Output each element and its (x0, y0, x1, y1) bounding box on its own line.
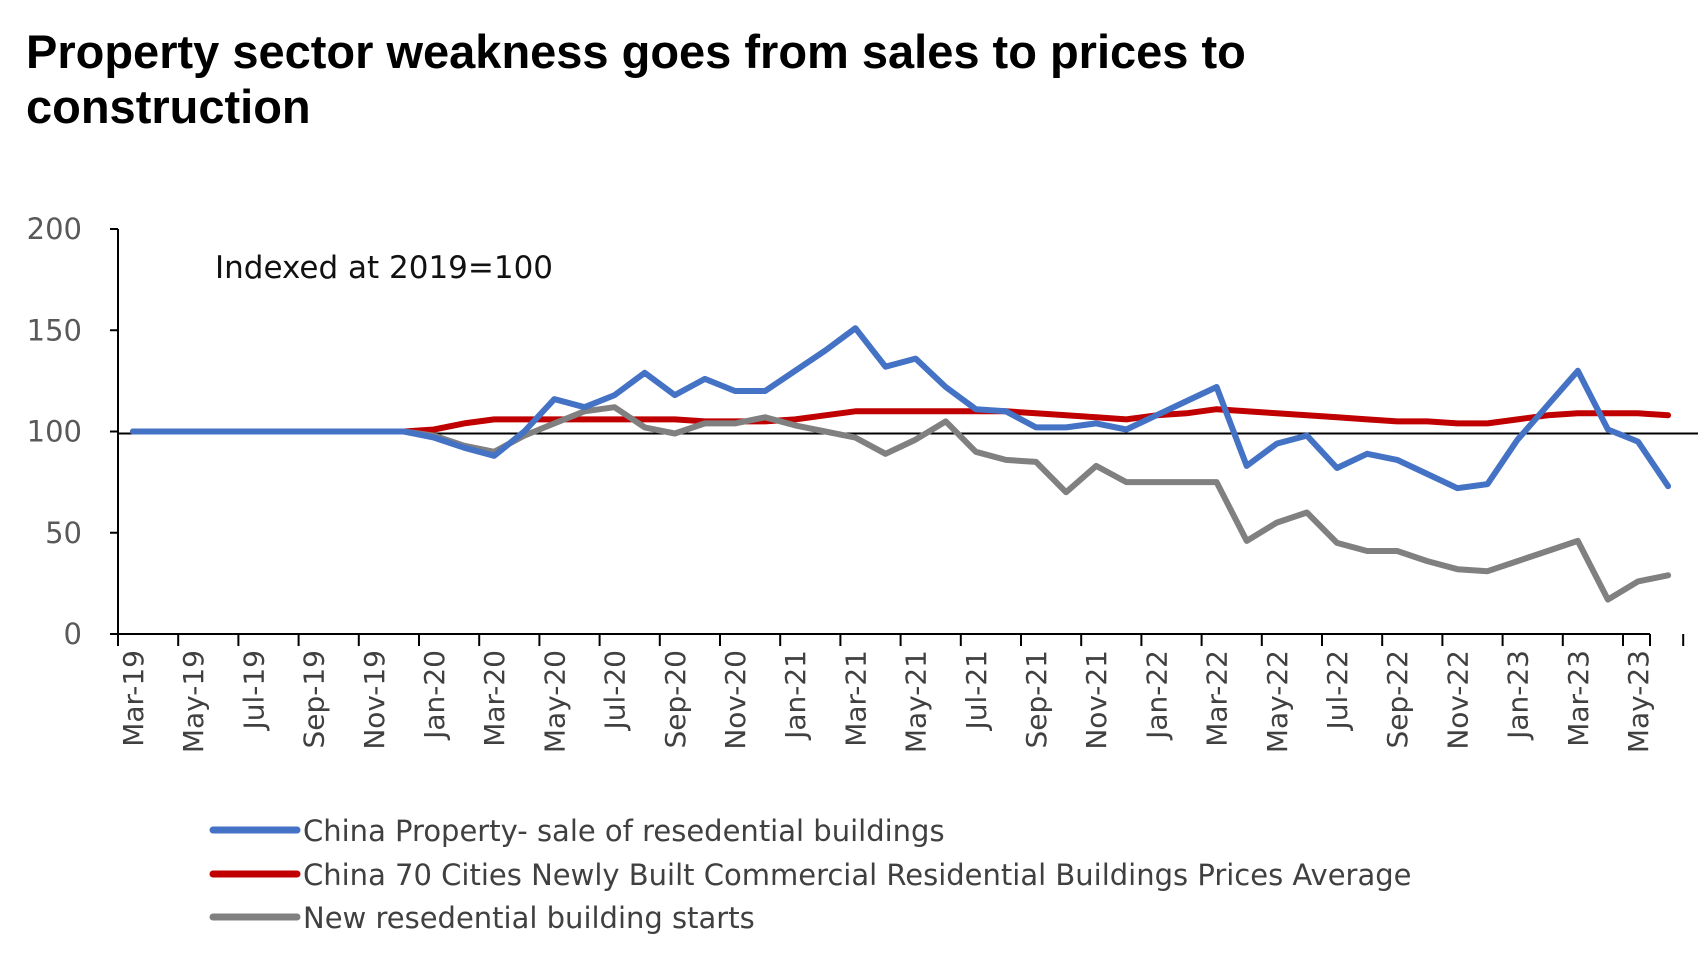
y-tick-label: 50 (45, 516, 82, 550)
y-axis: 0 50 100 150 200 (27, 212, 119, 651)
x-tick-label: Nov-20 (719, 650, 752, 750)
series-line (130, 325, 1672, 492)
x-tick-label: Jul-19 (237, 650, 270, 732)
x-tick-label: Mar-21 (839, 650, 872, 747)
x-tick-label: Nov-22 (1441, 650, 1474, 750)
series-line (130, 404, 1672, 603)
x-tick-label: Jul-21 (960, 650, 993, 732)
x-tick-label: Jan-20 (418, 650, 451, 741)
legend: China Property- sale of resedential buil… (209, 814, 1412, 935)
x-tick-label: Jan-21 (779, 650, 812, 741)
x-axis: Mar-19 May-19 Jul-19 Sep-19 Nov-19 Jan-20 Mar-… (117, 633, 1685, 753)
x-tick-label: May-20 (538, 650, 571, 753)
x-tick-label: Nov-19 (358, 650, 391, 750)
y-tick-label: 200 (27, 212, 82, 246)
x-tick-label: Sep-20 (659, 650, 692, 749)
x-tick-label: Sep-22 (1381, 650, 1414, 749)
y-tick-label: 150 (27, 313, 82, 347)
y-tick-label: 100 (27, 415, 82, 449)
x-tick-label: Mar-19 (117, 650, 150, 747)
chart-annotation: Indexed at 2019=100 (215, 250, 553, 286)
series-lines (130, 325, 1672, 603)
y-tick-label: 0 (64, 617, 82, 651)
x-tick-label: Jan-23 (1502, 650, 1535, 741)
x-tick-label: May-19 (177, 650, 210, 753)
x-tick-label: Mar-20 (478, 650, 511, 747)
x-tick-label: May-23 (1622, 650, 1655, 753)
x-tick-label: Mar-23 (1562, 650, 1595, 747)
x-tick-label: May-21 (900, 650, 933, 753)
legend-label: China 70 Cities Newly Built Commercial R… (303, 858, 1412, 892)
chart-title: Property sector weakness goes from sales… (26, 25, 1246, 133)
x-tick-label: Mar-22 (1201, 650, 1234, 747)
x-tick-label: Jul-22 (1321, 650, 1354, 732)
series-line (130, 406, 1672, 435)
x-tick-label: Jan-22 (1140, 650, 1173, 741)
legend-label: New resedential building starts (303, 901, 755, 935)
x-tick-label: Sep-21 (1020, 650, 1053, 749)
x-tick-label: Sep-19 (298, 650, 331, 749)
x-tick-label: Nov-21 (1080, 650, 1113, 750)
x-tick-label: Jul-20 (599, 650, 632, 732)
x-tick-label: May-22 (1261, 650, 1294, 753)
legend-label: China Property- sale of resedential buil… (303, 814, 945, 848)
